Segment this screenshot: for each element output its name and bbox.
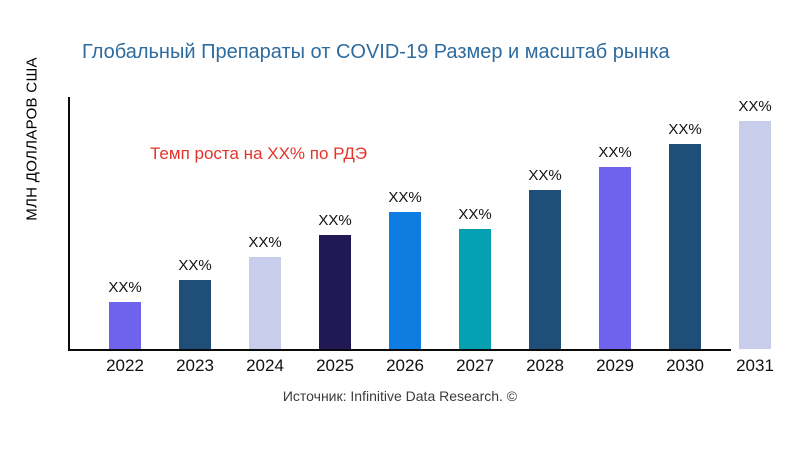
- x-tick-2027: 2027: [456, 356, 494, 375]
- bar-value-label: XX%: [108, 279, 142, 296]
- bar-group-2031: XX%: [720, 98, 790, 349]
- bar-value-label: XX%: [738, 98, 772, 115]
- bar-2023: [179, 280, 211, 349]
- bar-group-2027: XX%: [440, 206, 510, 349]
- bars-area: XX% XX% XX% XX% XX% XX% XX% XX% XX% XX%: [90, 97, 790, 349]
- x-tick-2025: 2025: [316, 356, 354, 375]
- x-tick-2026: 2026: [386, 356, 424, 375]
- chart-title: Глобальный Препараты от COVID-19 Размер …: [82, 41, 670, 63]
- bar-2029: [599, 167, 631, 349]
- x-tick-2030: 2030: [666, 356, 704, 375]
- x-tick-2029: 2029: [596, 356, 634, 375]
- y-axis-label: МЛН ДОЛЛАРОВ США: [23, 57, 41, 221]
- bar-2025: [319, 235, 351, 349]
- x-axis-line: [68, 349, 731, 351]
- x-tick-2023: 2023: [176, 356, 214, 375]
- bar-value-label: XX%: [248, 234, 282, 251]
- bar-2027: [459, 229, 491, 349]
- y-axis-line: [68, 97, 70, 351]
- bar-2026: [389, 212, 421, 349]
- bar-2024: [249, 257, 281, 349]
- bar-value-label: XX%: [528, 167, 562, 184]
- x-tick-2022: 2022: [106, 356, 144, 375]
- growth-rate-annotation: Темп роста на XX% по РДЭ: [150, 144, 368, 163]
- x-tick-2024: 2024: [246, 356, 284, 375]
- bar-value-label: XX%: [458, 206, 492, 223]
- source-text: Источник: Infinitive Data Research. ©: [282, 388, 518, 404]
- bar-group-2025: XX%: [300, 212, 370, 349]
- bar-group-2030: XX%: [650, 121, 720, 349]
- bar-2031: [739, 121, 771, 349]
- bar-group-2022: XX%: [90, 279, 160, 349]
- x-tick-2031: 2031: [736, 356, 774, 375]
- bar-value-label: XX%: [598, 144, 632, 161]
- bar-group-2023: XX%: [160, 257, 230, 349]
- bar-group-2028: XX%: [510, 167, 580, 349]
- bar-group-2024: XX%: [230, 234, 300, 349]
- bar-value-label: XX%: [318, 212, 352, 229]
- bar-value-label: XX%: [668, 121, 702, 138]
- bar-value-label: XX%: [178, 257, 212, 274]
- bar-2022: [109, 302, 141, 349]
- bar-group-2029: XX%: [580, 144, 650, 349]
- bar-2028: [529, 190, 561, 349]
- bar-value-label: XX%: [388, 189, 422, 206]
- bar-group-2026: XX%: [370, 189, 440, 349]
- bar-2030: [669, 144, 701, 349]
- x-axis-ticks: 2022 2023 2024 2025 2026 2027 2028 2029 2030 2031: [90, 356, 790, 376]
- x-tick-2028: 2028: [526, 356, 564, 375]
